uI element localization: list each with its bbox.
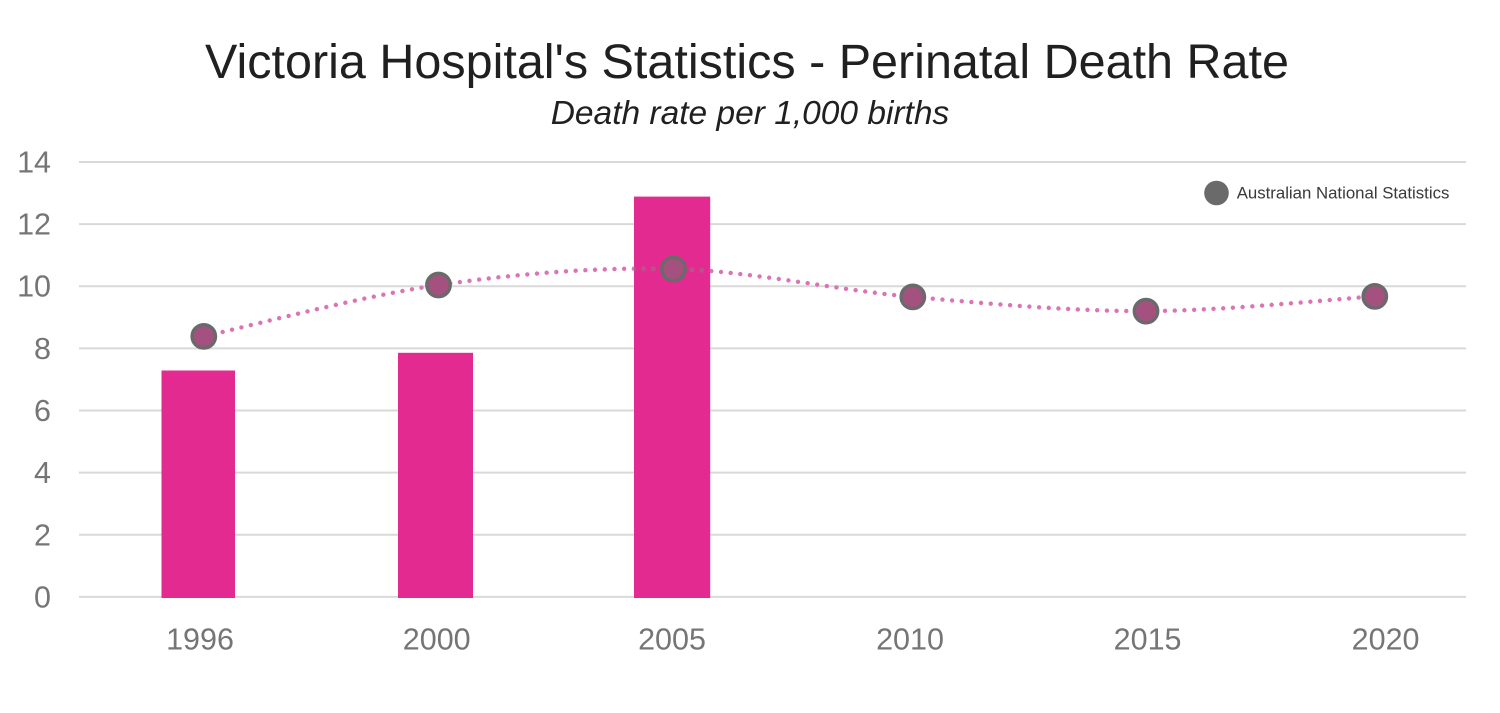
svg-text:1996: 1996 — [166, 623, 234, 657]
svg-text:2020: 2020 — [1352, 623, 1420, 657]
svg-text:Death rate per 1,000 births: Death rate per 1,000 births — [551, 95, 950, 132]
svg-text:6: 6 — [34, 394, 51, 428]
svg-text:0: 0 — [34, 580, 51, 614]
svg-text:12: 12 — [17, 208, 51, 242]
svg-text:2: 2 — [34, 518, 51, 552]
svg-text:14: 14 — [17, 146, 51, 180]
svg-text:2000: 2000 — [403, 623, 471, 657]
svg-text:Victoria Hospital's Statistics: Victoria Hospital's Statistics - Perinat… — [205, 35, 1289, 89]
svg-text:2005: 2005 — [638, 623, 706, 657]
svg-text:2015: 2015 — [1114, 623, 1182, 657]
svg-text:Australian National Statistics: Australian National Statistics — [1237, 183, 1450, 202]
svg-text:4: 4 — [34, 456, 51, 490]
svg-text:8: 8 — [34, 332, 51, 366]
svg-text:10: 10 — [17, 270, 51, 304]
svg-text:2010: 2010 — [876, 623, 944, 657]
